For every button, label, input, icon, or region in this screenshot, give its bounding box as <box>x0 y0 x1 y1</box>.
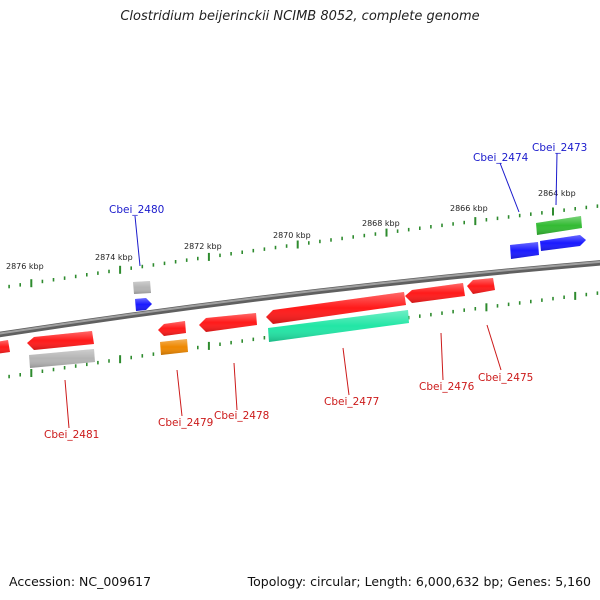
gene-label-cbei-2476[interactable]: Cbei_2476 <box>419 381 475 393</box>
accession-text: Accession: NC_009617 <box>9 574 152 589</box>
leader-line <box>555 152 558 206</box>
kbp-label: 2874 kbp <box>95 253 133 262</box>
gene-cbei-2473-upper[interactable] <box>536 216 582 235</box>
gene-cbei-2476[interactable] <box>405 283 465 303</box>
leader-line <box>64 379 70 429</box>
leader-line <box>440 332 444 381</box>
gene-cbei-2479[interactable] <box>158 321 186 336</box>
kbp-label: 2866 kbp <box>450 204 488 213</box>
kbp-label: 2870 kbp <box>273 231 311 240</box>
gene-cbei-2480[interactable] <box>135 298 152 311</box>
kbp-label: 2864 kbp <box>538 189 576 198</box>
gene-cbei-2478[interactable] <box>199 313 257 332</box>
gene-label-cbei-2473[interactable]: Cbei_2473 <box>532 142 587 154</box>
gene-cbei-2481-lower[interactable] <box>29 349 95 368</box>
leader-line <box>134 215 141 267</box>
gene-label-cbei-2479[interactable]: Cbei_2479 <box>158 417 213 429</box>
gene-cbei-2477-lower[interactable] <box>268 310 409 342</box>
map-title: Clostridium beijerinckii NCIMB 8052, com… <box>120 9 480 24</box>
gene-left-partial[interactable] <box>0 340 10 354</box>
kbp-label: 2872 kbp <box>184 242 222 251</box>
gene-cbei-2475[interactable] <box>467 278 495 294</box>
leader-line <box>499 162 520 213</box>
forward-tick-row <box>8 204 599 289</box>
gene-cbei-2477[interactable] <box>266 292 406 324</box>
gene-label-cbei-2478[interactable]: Cbei_2478 <box>214 410 269 422</box>
gene-label-cbei-2480[interactable]: Cbei_2480 <box>109 204 164 216</box>
gene-label-cbei-2474[interactable]: Cbei_2474 <box>473 152 529 164</box>
gene-label-cbei-2481[interactable]: Cbei_2481 <box>44 429 99 441</box>
leader-line <box>342 347 350 396</box>
leader-line <box>176 369 183 417</box>
gene-label-cbei-2475[interactable]: Cbei_2475 <box>478 372 533 384</box>
gene-cbei-2474[interactable] <box>510 242 539 259</box>
leader-line <box>233 362 238 411</box>
genome-summary-text: Topology: circular; Length: 6,000,632 bp… <box>247 574 591 589</box>
gene-cbei-2473[interactable] <box>540 235 586 251</box>
leader-line <box>486 324 502 371</box>
gene-cbei-2481[interactable] <box>27 331 94 350</box>
kbp-label: 2868 kbp <box>362 219 400 228</box>
gene-cbei-2479-lower[interactable] <box>160 339 188 355</box>
gene-cbei-2480-upper[interactable] <box>133 281 151 294</box>
kbp-label: 2876 kbp <box>6 262 44 271</box>
gene-label-cbei-2477[interactable]: Cbei_2477 <box>324 396 379 408</box>
